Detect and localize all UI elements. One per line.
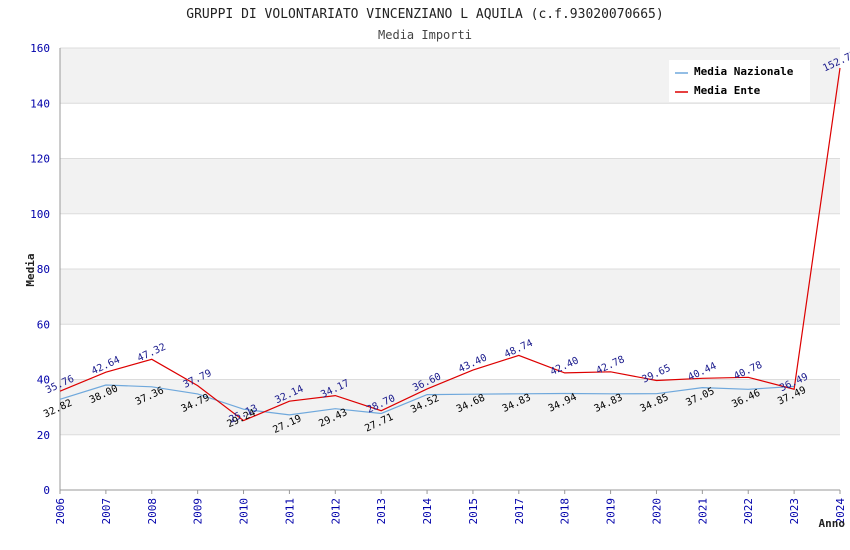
- x-tick-label: 2018: [559, 498, 572, 525]
- x-tick-label: 2011: [283, 498, 296, 525]
- y-tick-label: 20: [37, 429, 50, 442]
- y-axis-label: Media: [24, 253, 37, 286]
- chart-title: GRUPPI DI VOLONTARIATO VINCENZIANO L AQU…: [186, 7, 663, 22]
- background-band: [60, 213, 840, 269]
- x-tick-label: 2012: [329, 498, 342, 525]
- y-tick-label: 140: [30, 97, 50, 110]
- x-tick-label: 2019: [605, 498, 618, 525]
- legend: Media Nazionale Media Ente: [669, 60, 810, 102]
- background-band: [60, 103, 840, 159]
- x-tick-label: 2015: [467, 498, 480, 525]
- x-tick-label: 2008: [146, 498, 159, 525]
- background-band: [60, 269, 840, 325]
- x-tick-label: 2024: [834, 498, 847, 525]
- background-band: [60, 158, 840, 214]
- x-tick-label: 2009: [192, 498, 205, 525]
- y-tick-label: 100: [30, 208, 50, 221]
- plot-background-bands: [60, 48, 840, 490]
- x-axis-label: Anno: [819, 517, 846, 530]
- y-tick-label: 60: [37, 318, 50, 331]
- x-tick-label: 2022: [742, 498, 755, 525]
- y-tick-label: 40: [37, 374, 50, 387]
- y-tick-label: 160: [30, 42, 50, 55]
- x-tick-label: 2014: [421, 498, 434, 525]
- y-tick-label: 120: [30, 153, 50, 166]
- legend-box: [669, 60, 810, 102]
- x-tick-label: 2021: [696, 498, 709, 525]
- x-tick-label: 2023: [788, 498, 801, 525]
- background-band: [60, 434, 840, 490]
- x-tick-label: 2013: [375, 498, 388, 525]
- y-axis-ticks: 0 20 40 60 80 100 120 140 160: [30, 42, 50, 497]
- series-line-media-nazionale: [59, 384, 795, 416]
- chart-subtitle: Media Importi: [378, 28, 472, 42]
- x-tick-label: 2007: [100, 498, 113, 525]
- series-line-media-ente: [59, 67, 841, 422]
- x-tick-label: 2006: [54, 498, 67, 525]
- background-band: [60, 324, 840, 380]
- legend-label-media-nazionale: Media Nazionale: [694, 65, 794, 78]
- legend-label-media-ente: Media Ente: [694, 84, 761, 97]
- background-band: [60, 379, 840, 435]
- y-tick-label: 0: [43, 484, 50, 497]
- x-tick-label: 2020: [650, 498, 663, 525]
- x-tick-label: 2010: [238, 498, 251, 525]
- x-axis-ticks: 2006 2007 2008 2009 2010 2011 2012 2013 2014 2015…: [54, 490, 847, 525]
- y-tick-label: 80: [37, 263, 50, 276]
- series-layer: [59, 67, 841, 422]
- x-tick-label: 2017: [513, 498, 526, 525]
